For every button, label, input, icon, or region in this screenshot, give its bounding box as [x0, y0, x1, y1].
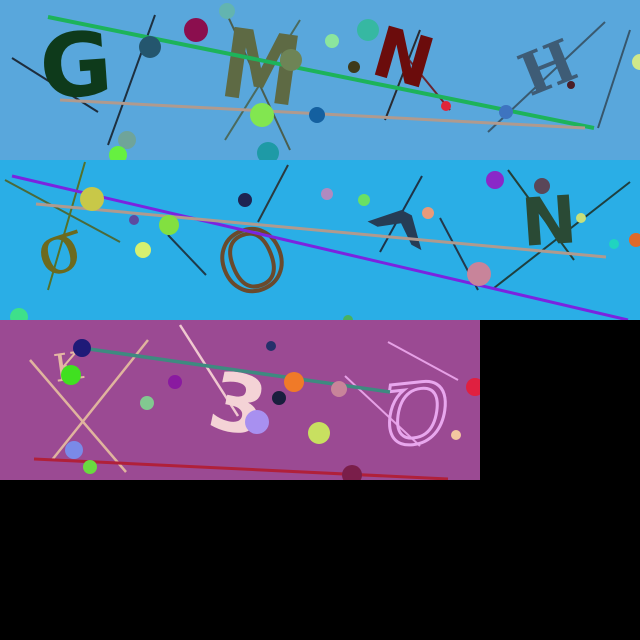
noise-line: [51, 339, 149, 461]
noise-dot: [325, 34, 339, 48]
noise-line: [384, 29, 421, 121]
noise-line: [387, 341, 459, 381]
captcha-band-2: σ O ^ N: [0, 160, 640, 320]
noise-line: [257, 164, 289, 223]
noise-dot: [238, 193, 252, 207]
noise-line: [404, 54, 451, 111]
noise-line: [224, 9, 291, 151]
noise-dot: [61, 365, 81, 385]
noise-dot: [358, 194, 370, 206]
noise-dot: [245, 410, 269, 434]
noise-line: [167, 234, 207, 276]
noise-dot: [466, 378, 480, 396]
noise-dot: [184, 18, 208, 42]
noise-line: [507, 169, 575, 261]
noise-dot: [140, 396, 154, 410]
noise-dot: [422, 207, 434, 219]
noise-dot: [609, 239, 619, 249]
noise-dot: [250, 103, 274, 127]
noise-line: [4, 179, 121, 243]
noise-dot: [321, 188, 333, 200]
noise-line: [493, 181, 631, 289]
noise-dot: [308, 422, 330, 444]
captcha-canvas-1: G M N H: [0, 0, 640, 160]
strike-line: [35, 202, 607, 259]
noise-dot: [10, 308, 28, 320]
noise-dot: [135, 242, 151, 258]
noise-dot: [109, 146, 127, 160]
noise-line: [224, 19, 301, 141]
noise-dot: [534, 178, 550, 194]
noise-line: [11, 57, 99, 113]
noise-dot: [567, 81, 575, 89]
noise-dot: [73, 339, 91, 357]
noise-line: [29, 359, 127, 473]
noise-line: [379, 175, 423, 253]
captcha-canvas-3: K 3 Ꝺ: [0, 320, 480, 480]
noise-dot: [499, 105, 513, 119]
noise-dot: [632, 54, 640, 70]
strike-line: [11, 174, 629, 320]
noise-line: [178, 324, 240, 417]
noise-dot: [129, 215, 139, 225]
captcha-canvas-2: σ O ^ N: [0, 160, 640, 320]
band-background: [0, 0, 640, 160]
band-background: [0, 160, 640, 320]
noise-dot: [309, 107, 325, 123]
captcha-band-1: G M N H: [0, 0, 640, 160]
noise-dot: [83, 460, 97, 474]
noise-line: [47, 161, 86, 291]
noise-dot: [118, 131, 136, 149]
noise-dot: [219, 3, 235, 19]
noise-dot: [257, 142, 279, 160]
noise-dot: [357, 19, 379, 41]
noise-dot: [272, 391, 286, 405]
noise-dot: [139, 36, 161, 58]
strike-line: [33, 457, 449, 480]
noise-dot: [348, 61, 360, 73]
noise-dot: [168, 375, 182, 389]
noise-dot: [342, 465, 362, 480]
noise-dot: [629, 233, 640, 247]
noise-line: [597, 29, 631, 129]
noise-dot: [441, 101, 451, 111]
noise-dot: [65, 441, 83, 459]
noise-dot: [159, 215, 179, 235]
noise-dot: [343, 315, 353, 320]
noise-dot: [331, 381, 347, 397]
noise-dot: [284, 372, 304, 392]
noise-dot: [266, 341, 276, 351]
captcha-band-3: K 3 Ꝺ: [0, 320, 480, 480]
noise-dot: [467, 262, 491, 286]
noise-dot: [486, 171, 504, 189]
noise-dot: [451, 430, 461, 440]
noise-dot: [576, 213, 586, 223]
noise-dot: [280, 49, 302, 71]
noise-dot: [80, 187, 104, 211]
